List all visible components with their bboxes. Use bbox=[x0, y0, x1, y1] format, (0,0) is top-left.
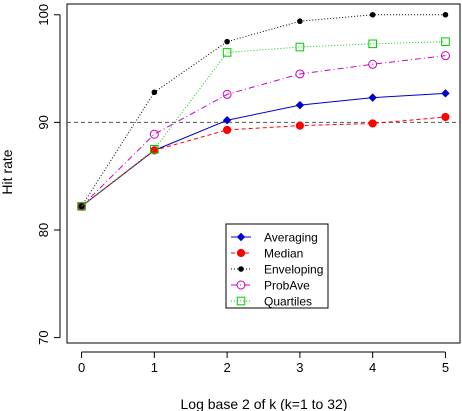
legend-label-enveloping: Enveloping bbox=[264, 263, 323, 277]
point-enveloping bbox=[151, 89, 158, 96]
point-enveloping bbox=[297, 18, 303, 25]
point-probave bbox=[440, 51, 450, 61]
plot-frame bbox=[66, 3, 461, 344]
x-tick-label: 5 bbox=[442, 360, 449, 375]
point-median bbox=[441, 112, 450, 122]
y-axis-label: Hit rate bbox=[0, 149, 15, 194]
point-enveloping bbox=[442, 11, 449, 18]
series-averaging bbox=[77, 89, 450, 211]
legend-item-enveloping: Enveloping bbox=[231, 263, 323, 277]
point-quartiles bbox=[77, 202, 86, 211]
series-line-quartiles bbox=[81, 41, 446, 207]
legend-item-averaging: Averaging bbox=[231, 231, 318, 245]
series-quartiles bbox=[77, 37, 450, 211]
x-tick-label: 3 bbox=[296, 360, 303, 375]
point-quartiles bbox=[222, 48, 232, 57]
x-tick-label: 4 bbox=[369, 360, 376, 375]
y-tick-label: 80 bbox=[36, 223, 51, 237]
point-median bbox=[368, 119, 377, 128]
point-probave bbox=[295, 69, 305, 79]
point-quartiles bbox=[441, 37, 450, 46]
point-averaging bbox=[222, 116, 232, 125]
legend-marker-enveloping bbox=[238, 266, 244, 272]
point-quartiles bbox=[368, 39, 377, 49]
point-probave bbox=[222, 89, 232, 99]
y-tick-label: 90 bbox=[36, 115, 51, 129]
legend-marker-averaging bbox=[236, 232, 246, 242]
series-median bbox=[77, 112, 450, 211]
legend-marker-probave bbox=[236, 280, 246, 290]
series-line-averaging bbox=[81, 92, 446, 207]
series-layer bbox=[77, 11, 450, 211]
legend-item-probave: ProbAve bbox=[231, 279, 310, 293]
legend-label-probave: ProbAve bbox=[264, 279, 310, 293]
series-enveloping bbox=[78, 11, 449, 210]
x-tick-label: 1 bbox=[151, 360, 158, 375]
y-axis: 70 80 90 100 bbox=[36, 4, 61, 345]
legend-label-quartiles: Quartiles bbox=[264, 295, 312, 309]
point-median bbox=[295, 121, 304, 130]
y-tick-label: 100 bbox=[36, 4, 51, 26]
series-line-probave bbox=[81, 55, 446, 207]
legend-item-median: Median bbox=[231, 247, 303, 261]
legend-item-quartiles: Quartiles bbox=[231, 295, 312, 309]
series-line-enveloping bbox=[81, 14, 446, 207]
legend: Averaging Median Enveloping ProbAve Quartile… bbox=[225, 223, 329, 309]
y-tick-label: 70 bbox=[36, 330, 51, 344]
x-axis-label: Log base 2 of k (k=1 to 32) bbox=[181, 396, 348, 411]
legend-marker-quartiles bbox=[236, 296, 246, 306]
legend-label-averaging: Averaging bbox=[264, 231, 318, 245]
point-enveloping bbox=[224, 38, 230, 45]
x-tick-label: 0 bbox=[78, 360, 85, 375]
point-quartiles bbox=[150, 144, 159, 154]
point-probave bbox=[149, 129, 159, 139]
point-averaging bbox=[441, 89, 450, 98]
point-enveloping bbox=[369, 11, 376, 18]
legend-marker-median bbox=[236, 248, 246, 258]
series-probave bbox=[77, 51, 450, 211]
series-line-median bbox=[81, 116, 446, 207]
point-averaging bbox=[368, 93, 377, 102]
point-median bbox=[223, 125, 232, 135]
point-averaging bbox=[295, 100, 305, 110]
x-tick-label: 2 bbox=[223, 360, 230, 375]
x-axis: 0 1 2 3 4 5 bbox=[78, 351, 449, 375]
point-probave bbox=[368, 59, 378, 69]
legend-label-median: Median bbox=[264, 247, 303, 261]
point-quartiles bbox=[295, 42, 305, 52]
